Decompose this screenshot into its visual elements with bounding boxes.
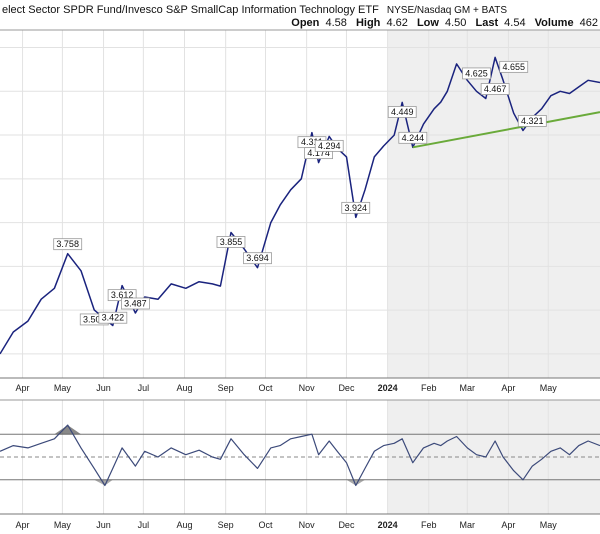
open-label: Open [291,17,319,29]
price-x-tick-label: Apr [501,383,515,393]
data-label-text: 3.612 [111,290,134,300]
low-value: 4.50 [445,17,466,29]
price-data-label: 3.758 [53,238,83,251]
price-x-tick-label: Apr [16,383,30,393]
data-label-box [120,297,150,310]
data-label-box [462,67,491,80]
price-data-label: 4.321 [517,115,547,127]
high-label: High [356,17,381,29]
data-label-text: 4.655 [502,62,525,72]
exchange-text: NYSE/Nasdaq GM + BATS [387,5,507,16]
data-label-box [243,252,272,265]
osc-x-tick-label: Jul [138,520,150,530]
price-x-tick-label: May [54,383,72,393]
osc-x-tick-label: May [54,520,72,530]
data-label-box [53,238,83,251]
year-shade [387,30,600,378]
support-trendline [412,111,600,149]
data-label-box [480,83,510,95]
price-data-label: 4.294 [314,139,344,152]
price-data-label: 3.487 [120,297,150,310]
price-data-label: 4.244 [398,131,428,144]
chart-title: elect Sector SPDR Fund/Invesco S&P Small… [2,4,507,16]
volume-label: Volume [535,17,574,29]
data-label-box [398,131,428,144]
data-label-text: 3.487 [124,298,147,308]
price-data-label: 4.467 [480,83,510,95]
price-x-tick-label: Oct [258,383,273,393]
price-x-tick-label: Dec [338,383,355,393]
osc-x-tick-label: Dec [338,520,355,530]
osc-x-tick-label: May [540,520,558,530]
price-data-label: 3.855 [216,236,246,248]
price-data-label: 4.449 [387,106,417,118]
data-label-text: 3.501 [83,314,106,324]
osc-x-tick-label: Apr [501,520,515,530]
osc-x-tick-label: Feb [421,520,437,530]
high-value: 4.62 [386,17,407,29]
data-label-box [341,201,371,214]
osc-x-tick-label: Aug [177,520,193,530]
chart-header: elect Sector SPDR Fund/Invesco S&P Small… [2,4,598,29]
data-label-text: 3.422 [102,313,125,323]
osc-x-tick-label: 2024 [378,520,398,530]
price-x-tick-label: Jul [138,383,150,393]
data-label-text: 4.311 [301,137,323,147]
price-x-tick-label: Sep [218,383,234,393]
price-x-tick-label: Nov [299,383,316,393]
osc-x-tick-label: Mar [460,520,476,530]
price-x-tick-label: Aug [177,383,193,393]
price-data-label: 3.924 [341,201,371,214]
data-label-text: 4.321 [521,116,544,126]
price-x-tick-label: Jun [96,383,111,393]
data-label-text: 3.694 [246,253,269,263]
price-x-tick-label: 2024 [378,383,398,393]
data-label-text: 4.625 [465,68,488,78]
data-label-text: 4.294 [318,141,341,151]
last-value: 4.54 [504,17,525,29]
osc-x-tick-label: Apr [16,520,30,530]
data-label-text: 3.855 [220,237,243,247]
price-x-tick-label: May [540,383,558,393]
osc-x-tick-label: Oct [258,520,273,530]
osc-x-tick-label: Nov [299,520,316,530]
data-label-box [387,106,417,118]
price-data-label: 4.625 [462,67,491,80]
price-data-label: 3.694 [243,252,272,265]
open-value: 4.58 [325,17,346,29]
data-label-text: 4.467 [484,84,507,94]
last-label: Last [475,17,498,29]
volume-value: 462 [580,17,598,29]
price-data-label: 3.422 [98,311,128,324]
price-x-tick-label: Mar [460,383,476,393]
osc-x-tick-label: Sep [218,520,234,530]
data-label-box [216,236,246,248]
data-label-text: 3.924 [344,203,367,213]
osc-x-tick-label: Jun [96,520,111,530]
title-text: elect Sector SPDR Fund/Invesco S&P Small… [2,4,379,16]
osc-series-line [0,424,600,487]
data-label-text: 4.174 [307,148,330,158]
price-x-tick-label: Feb [421,383,437,393]
price-data-label: 4.655 [499,60,529,73]
data-label-box [314,139,344,152]
data-label-text: 3.758 [56,239,79,249]
data-label-text: 4.449 [391,107,414,117]
data-label-box [517,115,547,127]
low-label: Low [417,17,439,29]
data-label-box [98,311,128,324]
oscillator-panel: Apr May Jun Jul Aug Sep Oct Nov Dec 2024 Feb Mar Apr… [0,399,600,530]
data-label-box [499,60,529,73]
ohlcv-readout: Open 4.58 High 4.62 Low 4.50 Last 4.54 V… [291,17,598,29]
data-label-text: 4.244 [402,133,425,143]
